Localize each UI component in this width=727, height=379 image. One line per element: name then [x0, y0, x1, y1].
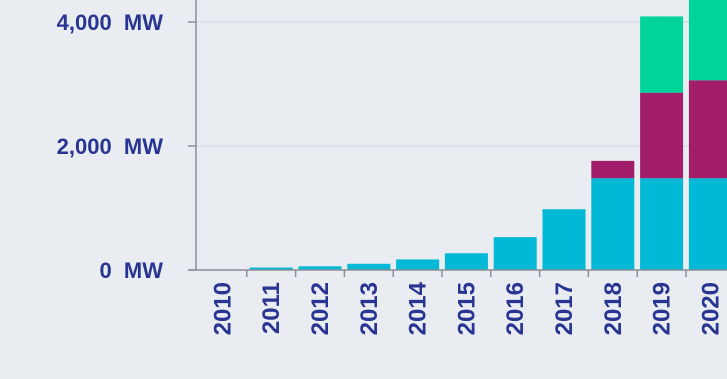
x-tick-label: 2019 [649, 282, 676, 335]
bar-segment-2019-s3 [640, 16, 684, 93]
x-tick-label: 2018 [600, 282, 627, 335]
x-tick-label: 2017 [551, 282, 578, 335]
x-tick-label: 2010 [209, 282, 236, 335]
bar-segment-2019-s2 [640, 92, 684, 179]
x-tick-label: 2014 [405, 281, 432, 335]
y-tick-label: 4,000 MW [57, 10, 164, 35]
bar-segment-2018-s1 [591, 178, 635, 270]
bar-segment-2017-s1 [542, 209, 586, 270]
bar-segment-2020-s2 [688, 80, 727, 179]
bar-segment-2016-s1 [493, 237, 537, 270]
bar-segment-2020-s1 [688, 178, 727, 270]
x-tick-label: 2013 [356, 282, 383, 335]
tick-labels: 0 MW 2,000 MW 4,000 MW 2010 2011 2012 2013 2014… [57, 10, 725, 335]
bar-segment-2012-s1 [298, 266, 342, 270]
x-tick-label: 2012 [307, 282, 334, 335]
y-tick-label: 0 MW [99, 258, 163, 283]
y-tick-label: 2,000 MW [57, 134, 164, 159]
axes [188, 0, 727, 277]
x-tick-label: 2015 [453, 282, 480, 335]
bar-segment-2020-s3 [688, 0, 727, 81]
bar-segment-2014-s1 [396, 259, 440, 270]
x-tick-label: 2011 [258, 282, 285, 334]
bar-segment-2013-s1 [347, 263, 391, 270]
bar-segment-2019-s1 [640, 178, 684, 270]
bar-segment-2018-s2 [591, 160, 635, 179]
bar-segment-2011-s1 [249, 267, 293, 270]
gridlines [196, 21, 727, 147]
bars [249, 0, 727, 270]
x-tick-label: 2016 [502, 282, 529, 335]
bar-segment-2015-s1 [444, 253, 488, 270]
x-tick-label: 2020 [697, 282, 724, 335]
